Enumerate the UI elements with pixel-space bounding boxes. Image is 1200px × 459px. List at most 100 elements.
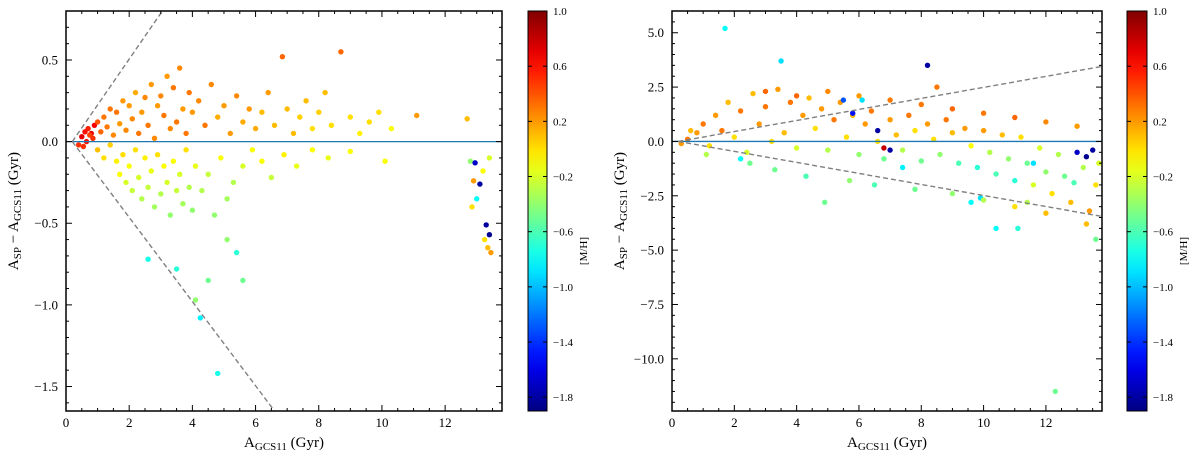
scatter-point — [196, 98, 202, 104]
scatter-point — [1071, 180, 1077, 186]
scatter-point — [1024, 160, 1030, 166]
scatter-point — [470, 178, 477, 184]
colorbar — [1126, 10, 1148, 412]
colorbar-tick-label: 0.2 — [553, 116, 567, 128]
scatter-point — [123, 179, 129, 186]
scatter-point — [856, 93, 862, 99]
colorbar-tick-label: 0.6 — [553, 61, 567, 73]
x-tick-label: 12 — [1039, 415, 1052, 430]
scatter-point — [472, 160, 478, 166]
x-tick-label: 6 — [252, 415, 259, 430]
scatter-point — [107, 142, 113, 148]
scatter-point — [949, 106, 956, 112]
scatter-point — [1083, 221, 1090, 227]
scatter-point — [202, 122, 208, 128]
scatter-point — [1083, 154, 1090, 160]
scatter-point — [474, 196, 480, 202]
scatter-point — [233, 93, 240, 99]
y-label-main: A — [6, 259, 22, 270]
scatter-point — [101, 155, 107, 161]
scatter-point — [486, 155, 493, 161]
scatter-point — [859, 97, 865, 103]
x-label-unit: (Gyr) — [287, 435, 324, 451]
y-tick-label: −1.0 — [34, 297, 58, 312]
scatter-point — [154, 152, 161, 158]
scatter-point — [129, 187, 135, 194]
scatter-point — [912, 127, 918, 134]
scatter-point — [937, 151, 943, 158]
scatter-point — [875, 127, 881, 134]
scatter-point — [719, 127, 725, 134]
scatter-point — [924, 62, 931, 68]
scatter-point — [1015, 225, 1021, 232]
scatter-point — [167, 212, 173, 218]
scatter-point — [161, 163, 167, 169]
scatter-point — [230, 179, 237, 186]
scatter-point — [934, 84, 940, 90]
scatter-point — [192, 297, 199, 303]
scatter-point — [980, 197, 987, 203]
scatter-point — [1049, 190, 1055, 197]
scatter-point — [325, 155, 331, 161]
scatter-point — [825, 88, 831, 95]
scatter-point — [1012, 114, 1018, 121]
scatter-point — [224, 236, 230, 243]
scatter-point — [1030, 182, 1037, 188]
scatter-point — [173, 187, 180, 194]
scatter-point — [90, 135, 96, 141]
colorbar-tick-label: −0.2 — [553, 172, 573, 184]
scatter-point — [700, 121, 706, 127]
scatter-point — [279, 54, 286, 60]
scatter-point — [778, 58, 784, 64]
colorbar-tick-label: 0.6 — [1153, 61, 1167, 73]
scatter-point — [180, 201, 186, 207]
scatter-point — [881, 156, 887, 162]
scatter-point — [831, 117, 837, 123]
scatter-point — [259, 109, 265, 115]
scatter-point — [793, 93, 800, 99]
scatter-point — [688, 127, 694, 134]
scatter-point — [113, 158, 120, 164]
scatter-point — [177, 65, 183, 71]
scatter-point — [725, 99, 731, 106]
scatter-point — [281, 152, 287, 158]
scatter-point — [151, 204, 158, 210]
scatter-point — [199, 187, 205, 194]
dashed-reference-line — [678, 65, 1102, 143]
colorbar-label: [M/H] — [1178, 237, 1190, 265]
scatter-point — [246, 106, 252, 112]
scatter-point — [215, 114, 221, 120]
scatter-point — [980, 110, 987, 116]
scatter-point — [968, 199, 974, 205]
x-tick-label: 8 — [316, 415, 323, 430]
scatter-point — [316, 109, 322, 115]
scatter-point — [1043, 210, 1049, 216]
scatter-point — [893, 132, 899, 138]
scatter-point — [1068, 199, 1074, 205]
scatter-point — [98, 129, 104, 135]
colorbar-tick-label: −1.0 — [553, 282, 573, 294]
scatter-point — [180, 106, 186, 112]
scatter-point — [843, 134, 850, 140]
scatter-point — [186, 184, 192, 190]
scatter-point — [1061, 173, 1068, 179]
scatter-point — [949, 190, 956, 197]
colorbar-tick-label: −1.0 — [1153, 282, 1173, 294]
scatter-point — [481, 236, 488, 243]
scatter-point — [240, 277, 246, 284]
scatter-point — [980, 127, 987, 134]
scatter-point — [993, 225, 999, 232]
scatter-point — [414, 112, 420, 119]
scatter-point — [806, 95, 812, 101]
scatter-point — [1005, 156, 1012, 162]
scatter-point — [1093, 182, 1099, 188]
scatter-point — [840, 97, 847, 103]
scatter-point — [1090, 147, 1096, 153]
x-label-subscript: GCS11 — [255, 441, 287, 453]
scatter-point — [850, 110, 856, 116]
scatter-point — [211, 212, 218, 218]
scatter-point — [1043, 169, 1049, 175]
x-label-unit: (Gyr) — [890, 435, 927, 451]
x-axis-label: AGCS11 (Gyr) — [244, 435, 324, 453]
scatter-point — [94, 119, 101, 125]
